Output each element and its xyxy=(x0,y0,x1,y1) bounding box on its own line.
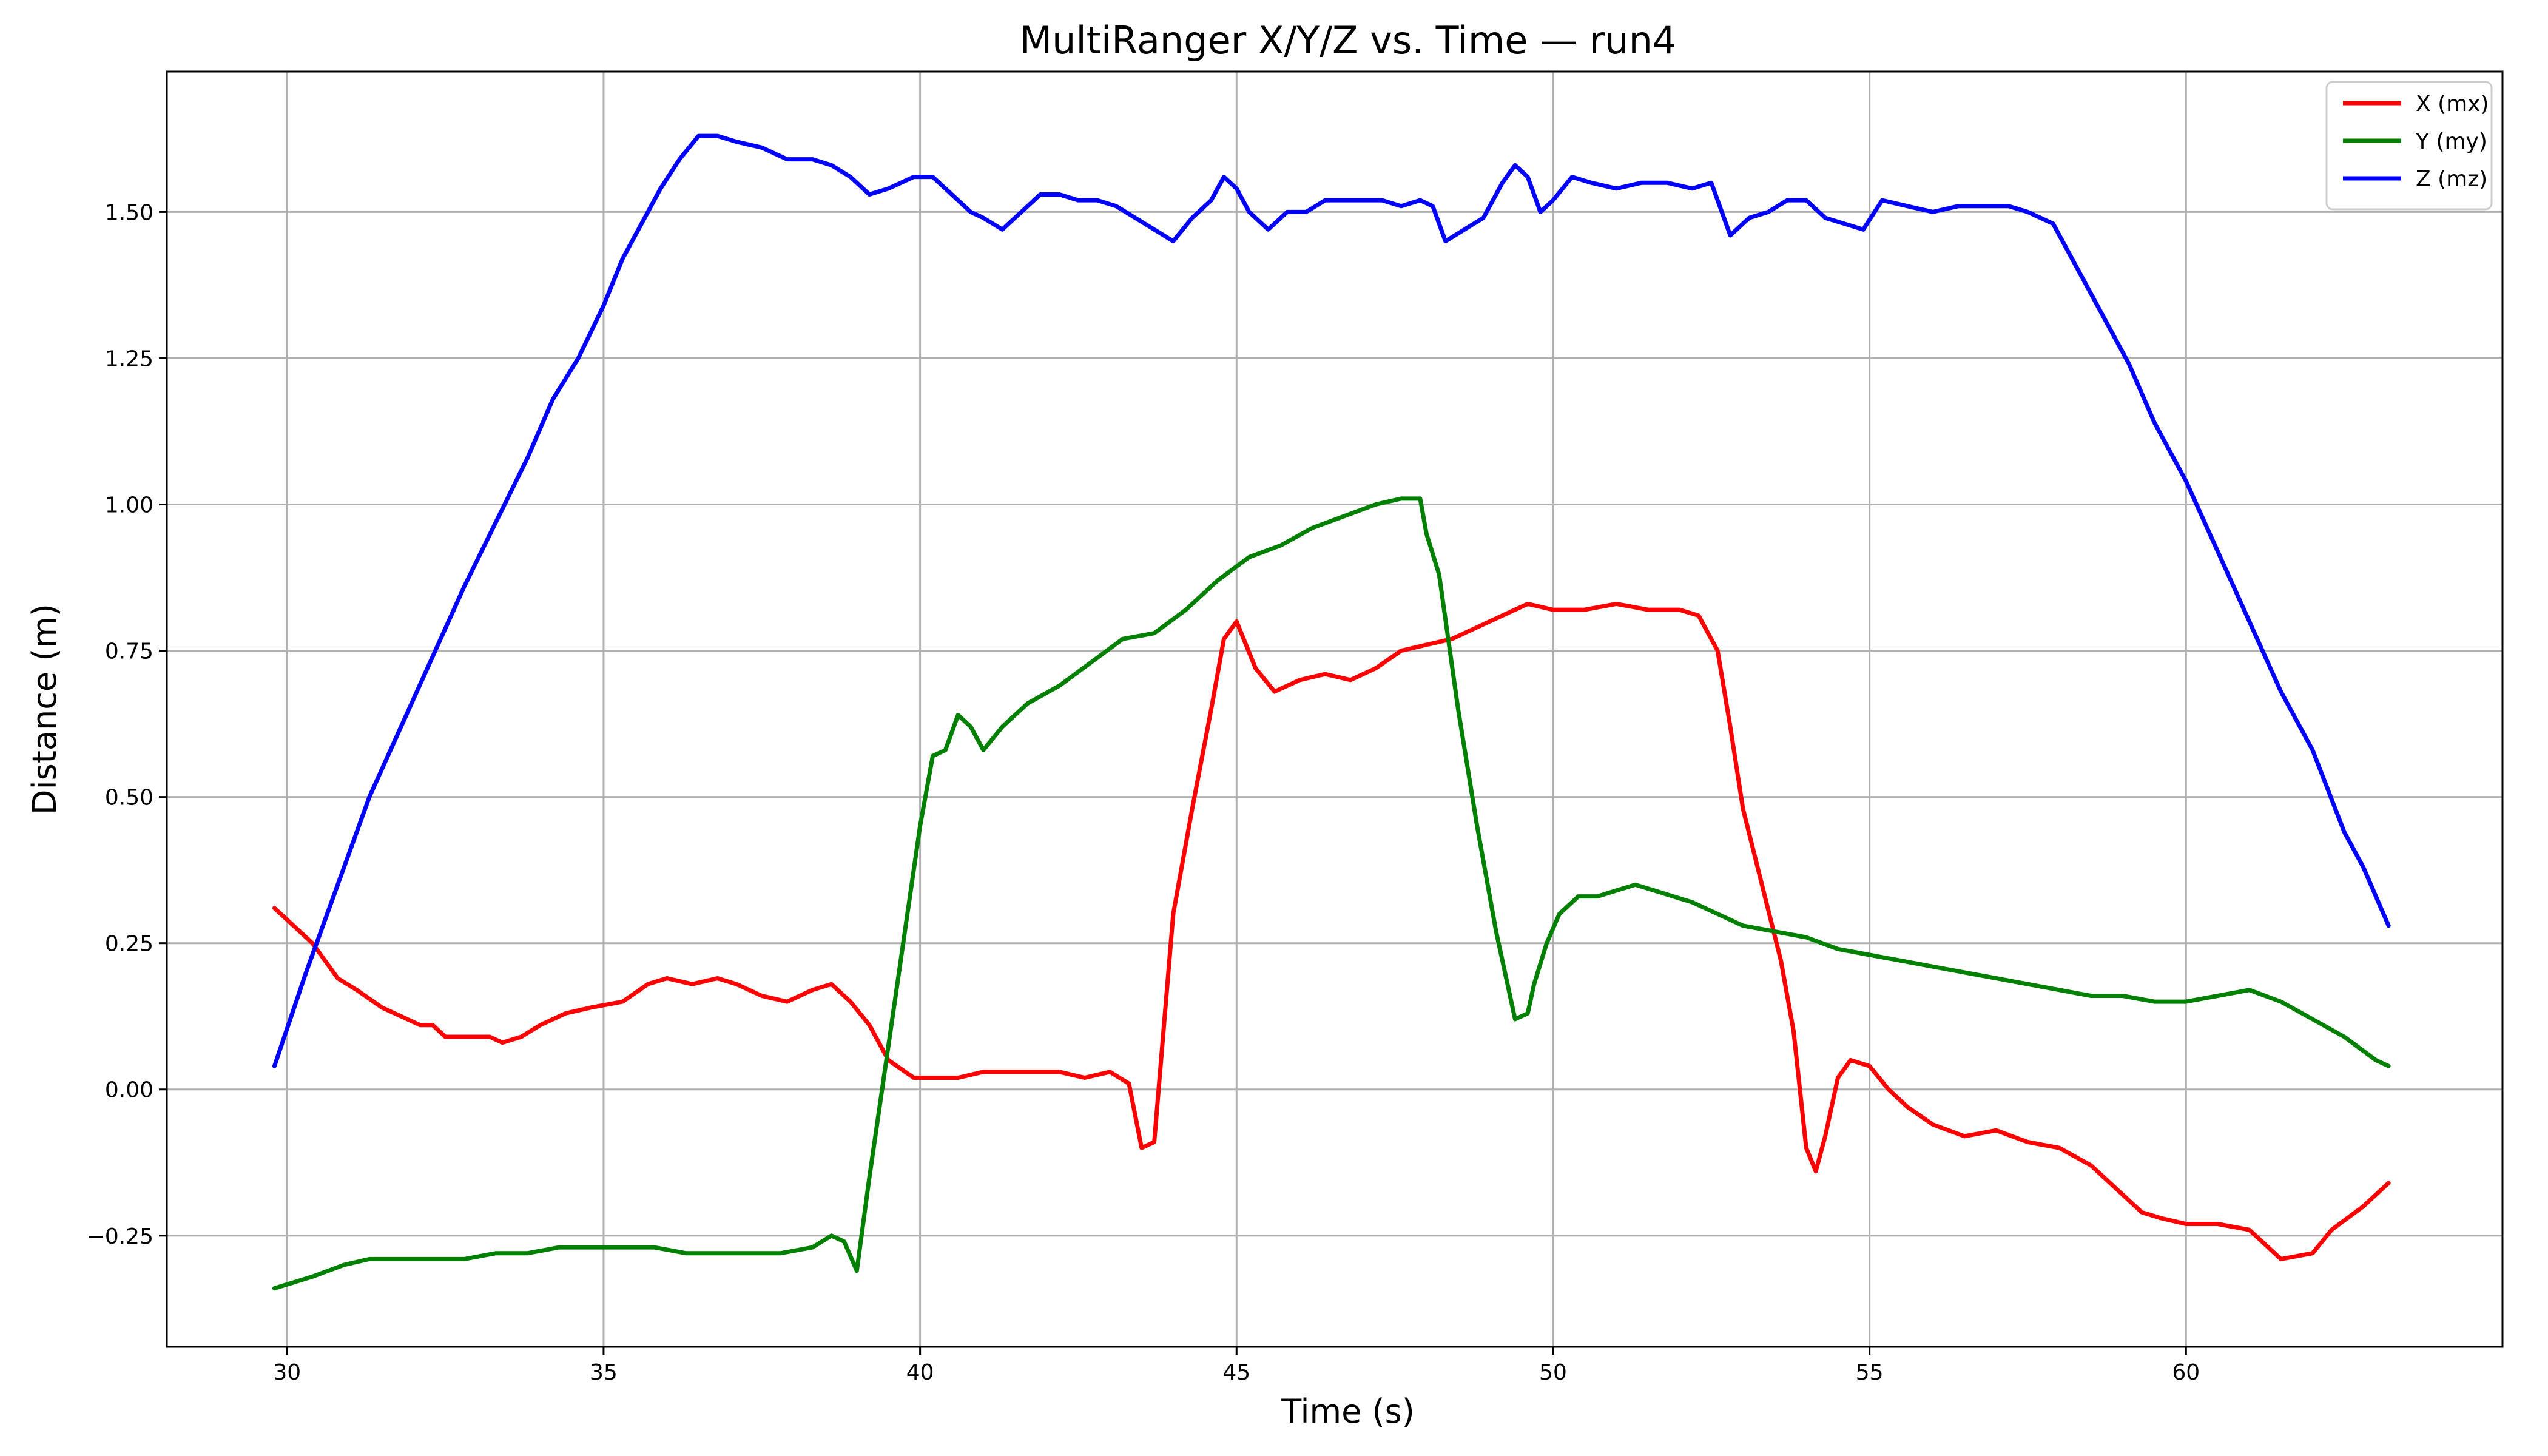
x-tick-label: 30 xyxy=(273,1360,301,1385)
legend-label-z: Z (mz) xyxy=(2416,167,2487,192)
y-tick-label: 1.00 xyxy=(105,493,153,518)
x-axis-label: Time (s) xyxy=(1281,1392,1415,1431)
plot-area-frame xyxy=(166,70,2504,1348)
y-tick-label: −0.25 xyxy=(87,1224,153,1249)
legend-label-y: Y (my) xyxy=(2415,129,2487,154)
y-tick-label: 0.75 xyxy=(105,639,153,664)
series-line-z xyxy=(272,133,2391,1068)
y-tick-label: 1.25 xyxy=(105,346,153,371)
x-tick-label: 50 xyxy=(1539,1360,1567,1385)
y-tick-label: 0.00 xyxy=(105,1078,153,1103)
legend: X (mx) Y (my) Z (mz) xyxy=(2325,81,2493,211)
series-line-y xyxy=(272,496,2391,1291)
chart-title: MultiRanger X/Y/Z vs. Time — run4 xyxy=(1020,18,1677,62)
y-tick-label: 1.50 xyxy=(105,200,153,225)
grid xyxy=(167,72,2502,1347)
series-line-x xyxy=(272,601,2391,1261)
x-tick-label: 60 xyxy=(2172,1360,2200,1385)
x-tick-label: 45 xyxy=(1222,1360,1250,1385)
y-tick-label: 0.25 xyxy=(105,932,153,957)
axis-ticks: 30 35 40 45 50 55 60 −0.25 0.00 0.25 0.50 0.75 1.00 1… xyxy=(87,200,2200,1385)
y-tick-label: 0.50 xyxy=(105,786,153,811)
legend-label-x: X (mx) xyxy=(2416,92,2489,116)
plot-lines xyxy=(272,133,2391,1291)
x-tick-label: 55 xyxy=(1856,1360,1884,1385)
x-tick-label: 35 xyxy=(590,1360,618,1385)
y-axis-label: Distance (m) xyxy=(25,604,64,815)
x-tick-label: 40 xyxy=(906,1360,934,1385)
